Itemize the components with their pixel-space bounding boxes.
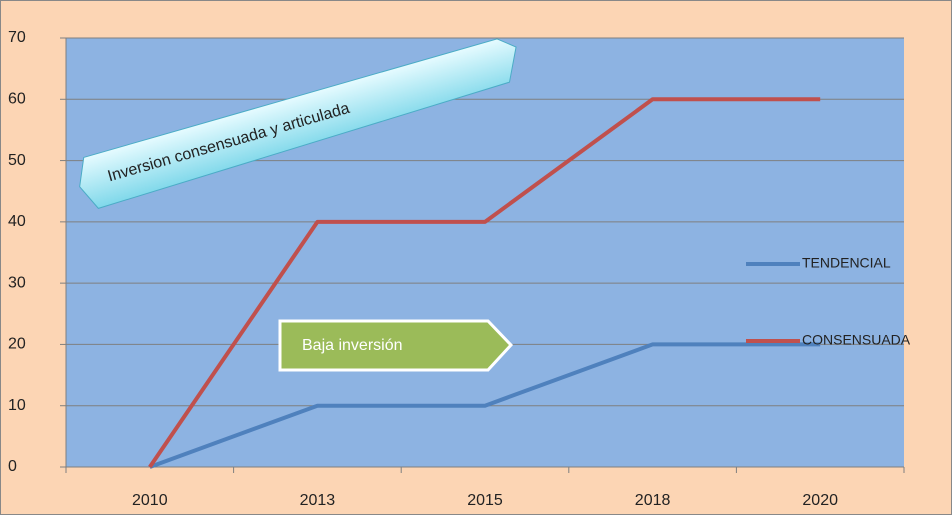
x-tick-label: 2013: [300, 492, 336, 509]
x-tick-label: 2015: [467, 492, 503, 509]
y-tick-label: 20: [8, 336, 26, 353]
y-tick-label: 30: [8, 274, 26, 291]
y-tick-label: 10: [8, 397, 26, 414]
y-tick-label: 50: [8, 152, 26, 169]
legend-label: TENDENCIAL: [802, 255, 891, 271]
series-line: [149, 342, 821, 469]
series-line: [148, 97, 821, 469]
y-tick-label: 0: [8, 458, 17, 475]
x-tick-label: 2010: [132, 492, 168, 509]
y-tick-label: 60: [8, 91, 26, 108]
x-tick-label: 2020: [802, 492, 838, 509]
y-tick-label: 40: [8, 213, 26, 230]
callout-baja: Baja inversión: [278, 319, 514, 372]
plot-background: [66, 38, 904, 467]
x-tick-label: 2018: [635, 492, 671, 509]
annotation: Baja inversión: [302, 337, 403, 354]
y-tick-label: 70: [8, 29, 26, 46]
legend-label: CONSENSUADA: [802, 332, 911, 348]
plot-area: 0 10 20 30 40 50 60 70 2010 2013 2015 2018 2020 TENDE…: [8, 29, 911, 509]
